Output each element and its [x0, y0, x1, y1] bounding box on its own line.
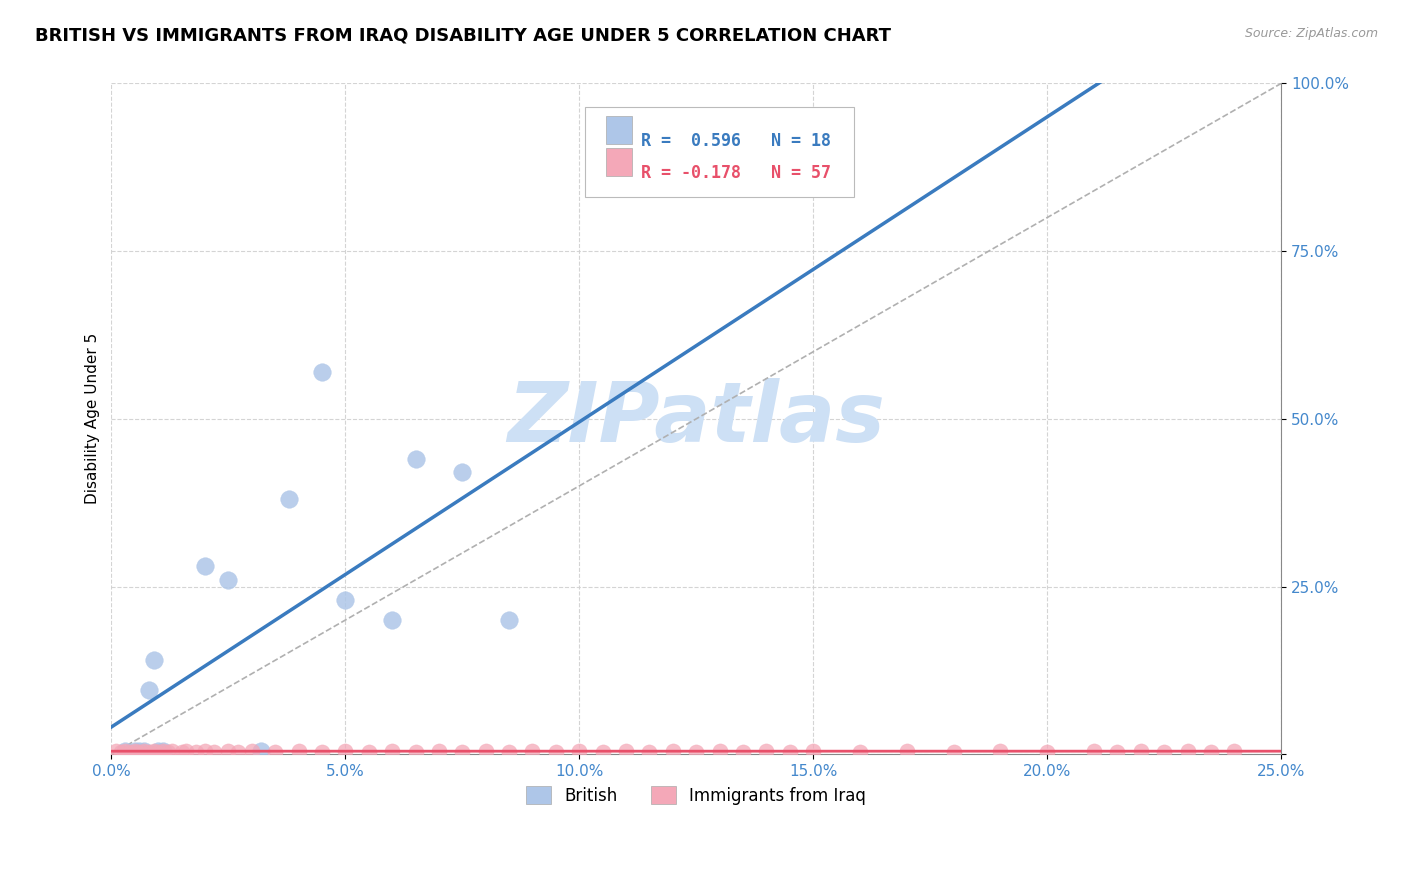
- Point: [849, 745, 872, 759]
- Point: [170, 745, 193, 759]
- Point: [148, 745, 170, 759]
- Point: [451, 466, 474, 480]
- Point: [474, 744, 496, 758]
- Point: [110, 745, 132, 759]
- Point: [120, 745, 142, 759]
- Point: [662, 744, 685, 758]
- Point: [498, 613, 520, 627]
- Point: [381, 613, 404, 627]
- Text: R =  0.596   N = 18: R = 0.596 N = 18: [641, 132, 831, 151]
- Text: R = -0.178   N = 57: R = -0.178 N = 57: [641, 164, 831, 182]
- Point: [105, 744, 128, 758]
- Point: [1199, 745, 1222, 759]
- Point: [1083, 744, 1105, 758]
- Point: [592, 745, 614, 759]
- Point: [287, 744, 309, 758]
- Point: [685, 745, 707, 759]
- Point: [217, 573, 239, 587]
- Point: [1107, 745, 1129, 759]
- Point: [194, 744, 217, 758]
- Point: [142, 653, 165, 667]
- Point: [451, 745, 474, 759]
- Point: [498, 745, 520, 759]
- Point: [990, 744, 1012, 758]
- Point: [1153, 745, 1175, 759]
- Point: [138, 745, 160, 759]
- Point: [801, 744, 824, 758]
- Point: [194, 559, 217, 574]
- Point: [335, 593, 357, 607]
- Point: [152, 744, 174, 758]
- Point: [138, 683, 160, 698]
- Point: [568, 744, 591, 758]
- Point: [128, 744, 150, 758]
- Point: [614, 744, 637, 758]
- Point: [264, 745, 287, 759]
- Point: [381, 744, 404, 758]
- Point: [357, 745, 380, 759]
- Point: [152, 744, 174, 758]
- Point: [250, 744, 273, 758]
- Point: [427, 744, 450, 758]
- Point: [124, 744, 146, 758]
- Point: [217, 744, 239, 758]
- Point: [134, 744, 156, 758]
- Point: [709, 744, 731, 758]
- Point: [1129, 744, 1152, 758]
- Point: [160, 744, 183, 758]
- Point: [1177, 744, 1199, 758]
- FancyBboxPatch shape: [606, 148, 631, 176]
- Point: [311, 745, 333, 759]
- Point: [156, 745, 179, 759]
- Point: [174, 744, 197, 758]
- Point: [184, 745, 207, 759]
- Text: Source: ZipAtlas.com: Source: ZipAtlas.com: [1244, 27, 1378, 40]
- Point: [1223, 744, 1246, 758]
- Text: ZIPatlas: ZIPatlas: [508, 378, 886, 459]
- Point: [638, 745, 661, 759]
- Point: [755, 744, 778, 758]
- Point: [522, 744, 544, 758]
- Legend: British, Immigrants from Iraq: British, Immigrants from Iraq: [517, 778, 875, 813]
- Point: [731, 745, 754, 759]
- FancyBboxPatch shape: [585, 107, 855, 197]
- Point: [114, 744, 136, 758]
- Point: [1036, 745, 1059, 759]
- Point: [142, 744, 165, 758]
- Point: [114, 744, 136, 758]
- Point: [779, 745, 801, 759]
- Text: BRITISH VS IMMIGRANTS FROM IRAQ DISABILITY AGE UNDER 5 CORRELATION CHART: BRITISH VS IMMIGRANTS FROM IRAQ DISABILI…: [35, 27, 891, 45]
- Point: [202, 745, 225, 759]
- Point: [311, 365, 333, 379]
- Point: [278, 492, 301, 507]
- Point: [544, 745, 567, 759]
- Point: [124, 744, 146, 758]
- FancyBboxPatch shape: [606, 116, 631, 145]
- Point: [134, 744, 156, 758]
- Point: [148, 744, 170, 758]
- Y-axis label: Disability Age Under 5: Disability Age Under 5: [86, 334, 100, 505]
- Point: [335, 744, 357, 758]
- Point: [226, 745, 249, 759]
- Point: [240, 744, 263, 758]
- Point: [405, 745, 427, 759]
- Point: [405, 452, 427, 467]
- Point: [128, 745, 150, 759]
- Point: [942, 745, 965, 759]
- Point: [896, 744, 918, 758]
